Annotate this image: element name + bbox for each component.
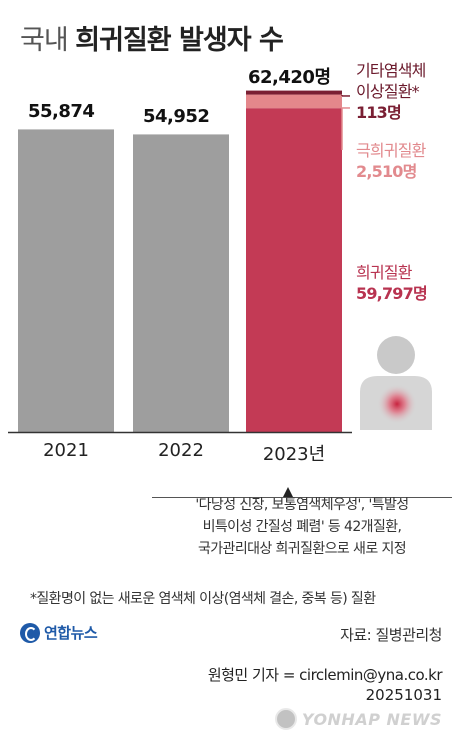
annotation-other-label-1: 기타염색체 bbox=[356, 61, 426, 80]
annotation-other-chromosome: 기타염색체 이상질환* 113명 bbox=[356, 60, 426, 123]
watermark-text: YONHAP NEWS bbox=[301, 709, 442, 729]
source: 자료: 질병관리청 bbox=[340, 626, 442, 644]
annotation-extreme-value: 2,510명 bbox=[356, 162, 417, 181]
year-label-2021: 2021 bbox=[43, 440, 89, 461]
bar-2023-segment-1 bbox=[246, 94, 342, 109]
note-box: '다낭성 신장, 보통염색체우성', '특발성 비특이성 간질성 폐렴' 등 4… bbox=[152, 494, 452, 560]
pain-spot-icon bbox=[377, 384, 417, 424]
annotation-extreme-label: 극희귀질환 bbox=[356, 141, 426, 160]
bar-2023-segment-2 bbox=[246, 90, 342, 95]
bar-2023-segment-0 bbox=[246, 108, 342, 433]
title-main: 희귀질환 발생자 수 bbox=[75, 25, 284, 56]
year-label-2022: 2022 bbox=[158, 440, 204, 461]
note-line-2: 비특이성 간질성 폐렴' 등 42개질환, bbox=[202, 519, 402, 535]
watermark-icon bbox=[274, 708, 297, 730]
note-pointer bbox=[283, 487, 293, 497]
bar-2022 bbox=[133, 134, 229, 432]
value-label-2022: 54,952 bbox=[143, 106, 210, 128]
chart-title: 국내 희귀질환 발생자 수 bbox=[20, 18, 284, 57]
value-label-2021: 55,874 bbox=[28, 101, 95, 123]
annotation-rare-value: 59,797명 bbox=[356, 284, 428, 303]
annotation-other-value: 113명 bbox=[356, 103, 402, 122]
yonhap-logo-text: 연합뉴스 bbox=[44, 624, 98, 642]
footnote: *질환명이 없는 새로운 염색체 이상(염색체 결손, 중복 등) 질환 bbox=[30, 591, 376, 607]
title-prefix: 국내 bbox=[20, 25, 69, 56]
note-line-3: 국가관리대상 희귀질환으로 새로 지정 bbox=[197, 541, 407, 557]
watermark: YONHAP NEWS bbox=[274, 708, 442, 730]
value-label-2023: 62,420명 bbox=[248, 66, 331, 88]
annotation-other-label-2: 이상질환* bbox=[356, 82, 420, 101]
yonhap-logo: 연합뉴스 bbox=[20, 622, 98, 643]
reporter: 원형민 기자 = circlemin@yna.co.kr bbox=[207, 666, 443, 684]
yonhap-logo-icon bbox=[20, 622, 40, 643]
person-head-icon bbox=[377, 336, 415, 374]
annotation-rare-label: 희귀질환 bbox=[356, 263, 412, 282]
annotation-rare: 희귀질환 59,797명 bbox=[356, 262, 428, 304]
annotation-extreme-rare: 극희귀질환 2,510명 bbox=[356, 140, 426, 182]
year-label-2023: 2023년 bbox=[262, 444, 326, 465]
bar-2021 bbox=[18, 129, 114, 432]
note-line-1: '다낭성 신장, 보통염색체우성', '특발성 bbox=[195, 497, 409, 513]
date: 20251031 bbox=[365, 686, 442, 704]
bar-chart bbox=[8, 90, 452, 498]
